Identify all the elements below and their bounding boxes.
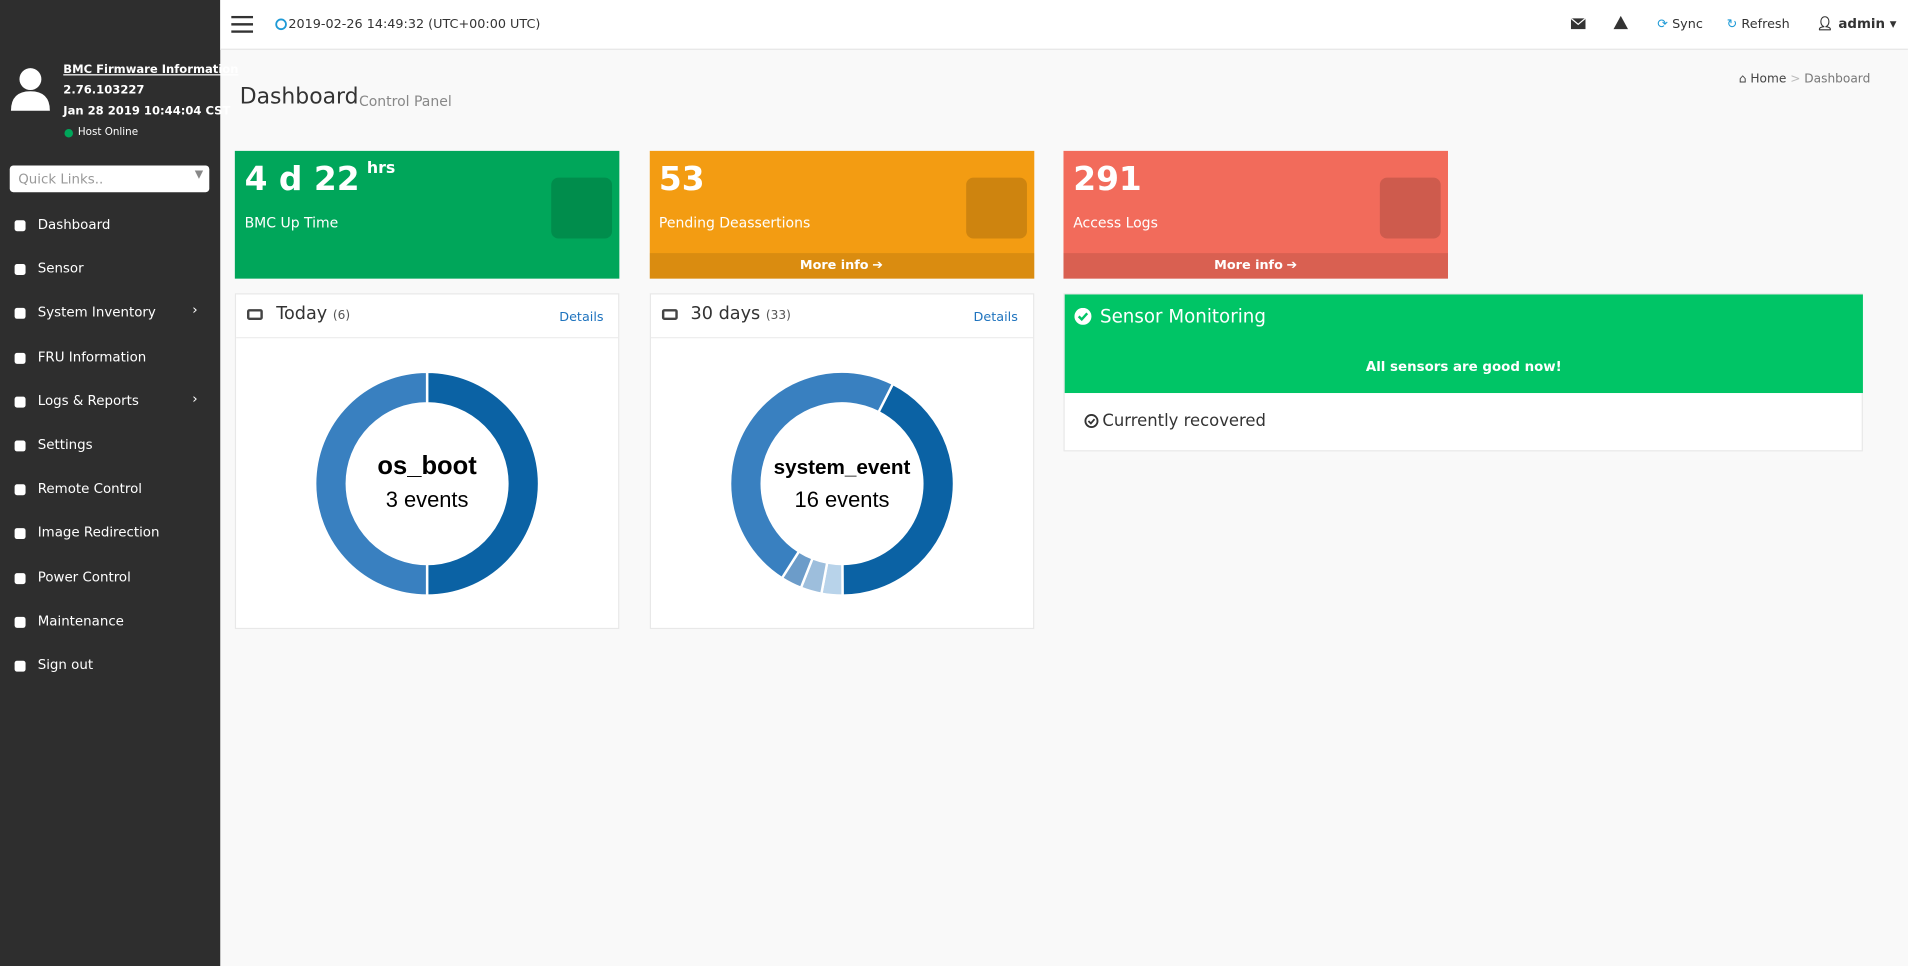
stat-box: 291 Access Logs More info ➔ — [1063, 151, 1448, 279]
page-title: Dashboard — [240, 84, 359, 110]
donut-chart: os_boot 3 events — [236, 338, 618, 628]
check-circle — [1084, 414, 1099, 429]
menu-icon — [15, 529, 26, 540]
menu-item[interactable]: FRU Information — [38, 349, 147, 365]
more-info-icon: ➔ — [872, 258, 883, 273]
donut-label: system_event — [773, 456, 910, 479]
menu-item[interactable]: Image Redirection — [38, 525, 160, 541]
stat-box: 4 d 22hrs BMC Up Time — [235, 151, 620, 279]
crumb-current: Dashboard — [1804, 73, 1870, 86]
stat-label: Pending Deassertions — [659, 214, 810, 231]
status-dot — [64, 129, 73, 138]
menu-chevron: › — [192, 302, 197, 318]
quick-links-text: Quick Links.. — [18, 172, 103, 188]
chart-title-text: Today — [276, 304, 327, 323]
datetime: 2019-02-26 14:49:32 (UTC+00:00 UTC) — [288, 17, 540, 32]
quick-links[interactable]: Quick Links.. ▼ — [10, 165, 210, 192]
menu-item[interactable]: Logs & Reports — [38, 393, 139, 409]
stat-unit: hrs — [367, 159, 395, 177]
host-status: Host Online — [78, 127, 138, 139]
sync[interactable]: ⟳ Sync — [1657, 17, 1703, 32]
user-name: admin — [1838, 16, 1885, 32]
stat-label: BMC Up Time — [245, 214, 339, 231]
sensor-status: All sensors are good now! — [1065, 359, 1863, 375]
menu-item[interactable]: Remote Control — [38, 481, 142, 497]
user-menu[interactable]: 👤︎ admin ▾ — [1817, 16, 1897, 32]
sensor-state: Currently recovered — [1102, 411, 1266, 430]
menu-item[interactable]: Sign out — [38, 657, 93, 673]
donut-chart: system_event 16 events — [650, 338, 1032, 628]
menu-item[interactable]: Maintenance — [38, 613, 124, 629]
menu-icon — [15, 485, 26, 496]
firmware-link[interactable]: BMC Firmware Information — [63, 63, 238, 76]
dropdown-caret: ▼ — [195, 169, 203, 181]
menu-item[interactable]: System Inventory — [38, 305, 156, 321]
header: 2019-02-26 14:49:32 (UTC+00:00 UTC) ⟳ Sy… — [220, 0, 1908, 50]
menu-icon — [15, 440, 26, 451]
clock-icon — [275, 18, 287, 30]
menu-item[interactable]: Sensor — [38, 261, 84, 277]
more-info[interactable]: More info ➔ — [1063, 253, 1448, 279]
details-link[interactable]: Details — [974, 310, 1018, 325]
chart-panel: 30 days (33) Details system_event 16 events — [649, 293, 1034, 629]
donut-value: 16 events — [794, 487, 889, 512]
avatar — [10, 66, 51, 112]
more-info-icon: ➔ — [1287, 258, 1298, 273]
refresh[interactable]: ↻ Refresh — [1727, 17, 1790, 32]
stat-value: 4 d 22hrs — [245, 161, 396, 199]
sensor-panel: Sensor Monitoring All sensors are good n… — [1063, 293, 1862, 451]
donut-segment — [427, 372, 539, 596]
more-info-text: More info — [800, 258, 869, 273]
menu-icon — [15, 573, 26, 584]
menu-item[interactable]: Settings — [38, 437, 93, 453]
crumb-home[interactable]: Home — [1750, 73, 1786, 86]
sensor-title: Sensor Monitoring — [1100, 305, 1266, 327]
menu-icon — [15, 264, 26, 275]
stat-value: 53 — [659, 161, 705, 199]
alert-icon[interactable] — [1613, 16, 1628, 29]
refresh-text: Refresh — [1741, 17, 1789, 32]
breadcrumb: ⌂ Home > Dashboard — [1739, 73, 1871, 86]
stat-value: 291 — [1073, 161, 1142, 199]
version: 2.76.103227 — [63, 84, 144, 97]
menu-item[interactable]: Power Control — [38, 569, 131, 585]
inbox-icon — [661, 309, 677, 320]
stat-label: Access Logs — [1073, 214, 1158, 231]
sync-text: Sync — [1672, 17, 1703, 32]
menu-icon — [15, 220, 26, 231]
inbox-icon — [247, 309, 263, 320]
donut-value: 3 events — [386, 487, 469, 512]
menu-icon — [15, 352, 26, 363]
chart-title: 30 days (33) — [691, 304, 791, 323]
stat-icon — [1380, 178, 1441, 239]
details-link[interactable]: Details — [559, 310, 603, 325]
chart-panel: Today (6) Details os_boot 3 events — [235, 293, 620, 629]
stat-icon — [966, 178, 1027, 239]
stat-box: 53 Pending Deassertions More info➔ — [649, 151, 1034, 279]
hamburger[interactable] — [231, 16, 253, 33]
menu-icon — [15, 308, 26, 319]
sidebar: BMC Firmware Information 2.76.103227 Jan… — [0, 0, 220, 966]
more-info-text: More info — [1214, 258, 1283, 273]
more-info[interactable]: More info➔ — [649, 253, 1034, 279]
chart-title-text: 30 days — [691, 304, 761, 323]
check-icon — [1074, 308, 1091, 325]
menu-icon — [15, 661, 26, 672]
chart-count: (6) — [333, 309, 350, 322]
menu-item[interactable]: Dashboard — [38, 217, 111, 233]
menu-icon — [15, 396, 26, 407]
menu-chevron: › — [192, 390, 197, 406]
menu-icon — [15, 617, 26, 628]
chart-count: (33) — [766, 309, 791, 322]
donut-label: os_boot — [377, 452, 477, 480]
chart-title: Today (6) — [276, 304, 350, 323]
donut-segment — [315, 372, 427, 596]
build-date: Jan 28 2019 10:44:04 CST — [63, 105, 230, 118]
page-subtitle: Control Panel — [359, 92, 452, 109]
stat-icon — [551, 178, 612, 239]
mail-icon[interactable] — [1571, 18, 1586, 29]
